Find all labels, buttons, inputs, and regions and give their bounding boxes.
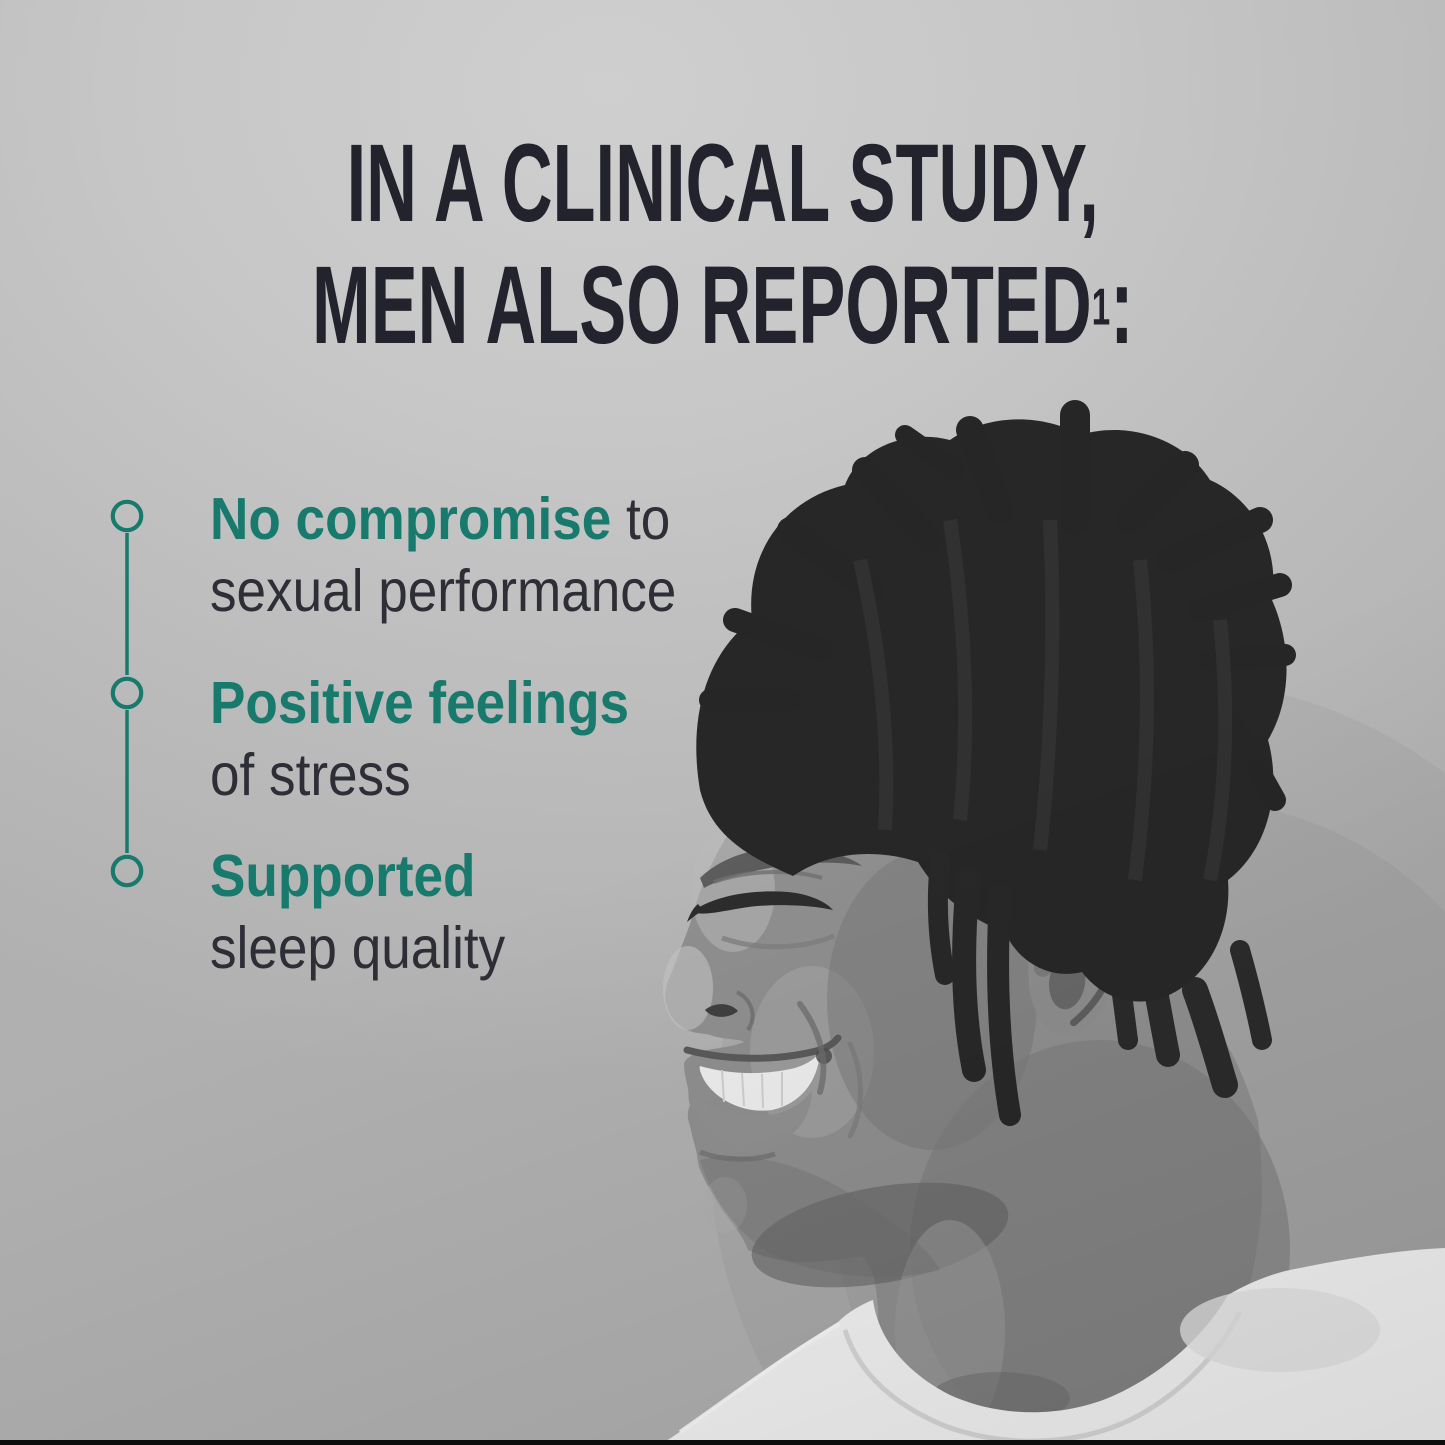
smile-fold xyxy=(847,1041,863,1139)
timeline-dot xyxy=(110,499,144,533)
headline-line2-text: MEN ALSO REPORTED xyxy=(311,244,1092,367)
bottom-border xyxy=(0,1440,1445,1445)
stubble-shadow xyxy=(700,1156,940,1277)
shirt-shadow xyxy=(1180,1288,1380,1372)
bullet-line2: sleep quality xyxy=(210,915,506,981)
headline-line2: MEN ALSO REPORTED1: xyxy=(312,245,1134,367)
bullet-line1: Positive feelings xyxy=(210,667,786,739)
hair-front-locs xyxy=(927,850,1021,1126)
eye xyxy=(687,870,835,950)
nasolabial-fold xyxy=(797,1001,827,1095)
bullet-highlight: Positive feelings xyxy=(210,670,630,736)
upper-lip-line xyxy=(683,1034,842,1062)
bullet-line2: of stress xyxy=(210,742,411,808)
chin-highlight xyxy=(703,1177,747,1233)
mouth xyxy=(683,1034,842,1162)
footnote-superscript: 1 xyxy=(1091,277,1110,336)
lower-lip xyxy=(695,1090,812,1148)
bullet-line2: sexual performance xyxy=(210,558,677,624)
timeline-dot xyxy=(110,676,144,710)
headline: IN A CLINICAL STUDY, MEN ALSO REPORTED1: xyxy=(0,123,1445,367)
bullet-item-3: Supported sleep quality xyxy=(210,840,786,984)
teeth xyxy=(699,1052,820,1111)
hair-texture xyxy=(853,518,1233,882)
headline-line2-colon: : xyxy=(1109,244,1134,367)
timeline xyxy=(110,499,144,888)
hair-spikes xyxy=(699,400,1296,811)
hair xyxy=(696,400,1296,1002)
bullet-highlight: No compromise xyxy=(210,486,612,552)
bullet-highlight: Supported xyxy=(210,843,476,909)
timeline-dot xyxy=(110,854,144,888)
bullet-item-2: Positive feelings of stress xyxy=(210,667,786,811)
nose-highlight xyxy=(663,946,713,1030)
nose xyxy=(705,990,755,1032)
headline-line1: IN A CLINICAL STUDY, xyxy=(346,122,1099,245)
bullet-rest: to xyxy=(611,486,671,552)
bullet-item-1: No compromise to sexual performance xyxy=(210,483,786,627)
shoulder-highlight xyxy=(678,1322,841,1434)
bullet-line1: No compromise to xyxy=(210,483,786,555)
bullet-line1: Supported xyxy=(210,840,786,912)
